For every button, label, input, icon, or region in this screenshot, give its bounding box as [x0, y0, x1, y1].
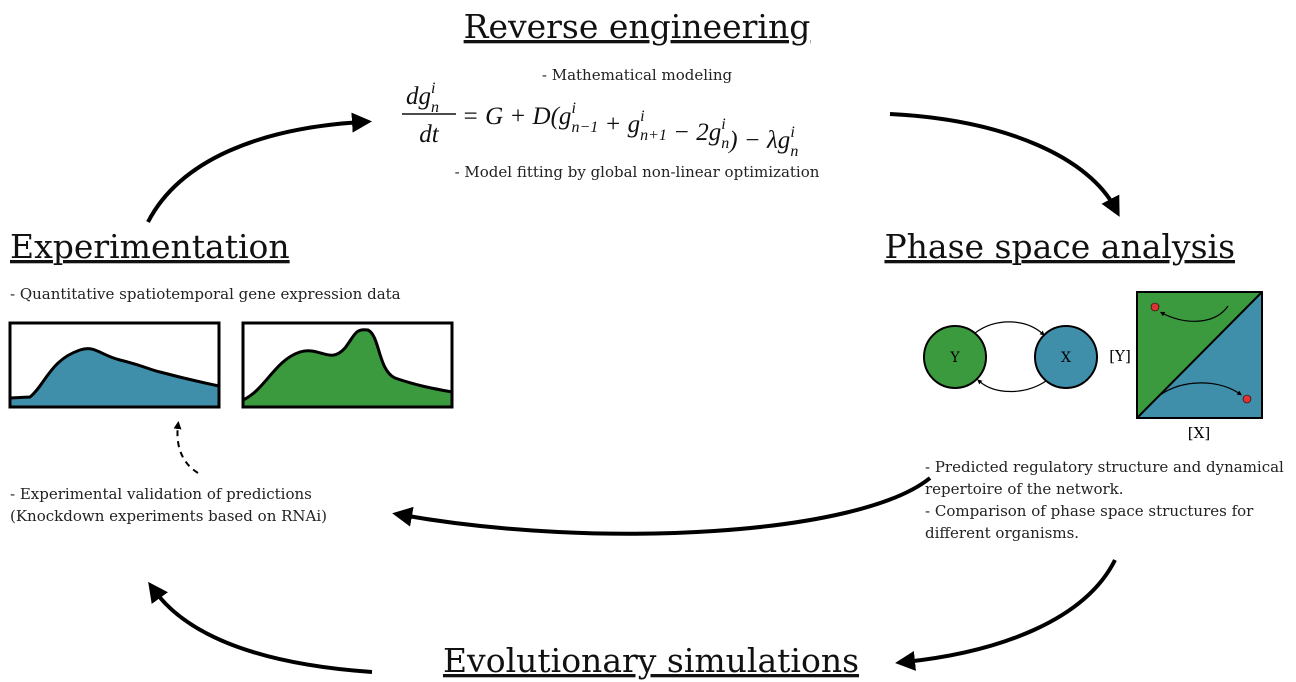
eq-sup: i	[571, 100, 575, 117]
eq-base: dg	[406, 83, 431, 110]
network: Y X	[923, 321, 1098, 392]
node-label: Y	[949, 350, 960, 366]
eq-sup: i	[721, 116, 725, 133]
eq-sup: i	[640, 108, 644, 125]
eq-denominator: dt	[419, 121, 440, 148]
note: - Experimental validation of predictions	[10, 485, 312, 503]
section-title: Evolutionary simulations	[443, 641, 859, 680]
eq-base: + g	[598, 111, 640, 138]
expression-plot	[8, 321, 221, 409]
eq-base: = G + D(g	[462, 103, 571, 130]
equation: dgi ndt= G + D(gi n−1 + gi n+1 − 2gi n) − λg…	[402, 80, 798, 160]
cycle-arrow	[392, 476, 932, 536]
eq-numerator: dgi n	[406, 80, 439, 116]
expression-plot	[241, 321, 454, 409]
phase-portrait	[1136, 291, 1263, 419]
note: - Model fitting by global non-linear opt…	[455, 163, 820, 181]
note: - Comparison of phase space structures f…	[925, 502, 1254, 520]
note: (Knockdown experiments based on RNAi)	[10, 507, 327, 525]
eq-sup: i	[431, 80, 435, 97]
eq-base: ) − λg	[727, 127, 790, 154]
note: repertoire of the network.	[925, 480, 1124, 498]
axis-label: [X]	[1188, 424, 1210, 442]
cycle-arrow	[146, 112, 372, 223]
section-title: Phase space analysis	[884, 227, 1235, 266]
eq-sub: n−1	[571, 119, 598, 136]
note: - Predicted regulatory structure and dyn…	[925, 458, 1284, 476]
eq-sub: n	[431, 99, 439, 116]
note: - Mathematical modeling	[542, 66, 733, 84]
cycle-arrow	[895, 559, 1117, 671]
cycle-arrow	[148, 581, 373, 674]
note: - Quantitative spatiotemporal gene expre…	[10, 285, 401, 303]
eq-sub: n	[721, 135, 729, 152]
eq-sub: n+1	[640, 127, 667, 144]
dashed-arrow	[173, 421, 199, 474]
section-title: Reverse engineering	[464, 7, 811, 46]
eq-base: − 2g	[667, 119, 721, 146]
cycle-arrow	[889, 112, 1120, 217]
eq-terms: = G + D(gi n−1 + gi n+1 − 2gi n) − λgi n	[462, 100, 798, 160]
section-title: Experimentation	[10, 227, 290, 266]
eq-sup: i	[790, 124, 794, 141]
node-label: X	[1061, 350, 1071, 366]
note: different organisms.	[925, 524, 1079, 542]
axis-label: [Y]	[1109, 347, 1131, 365]
eq-sub: n	[790, 143, 798, 160]
